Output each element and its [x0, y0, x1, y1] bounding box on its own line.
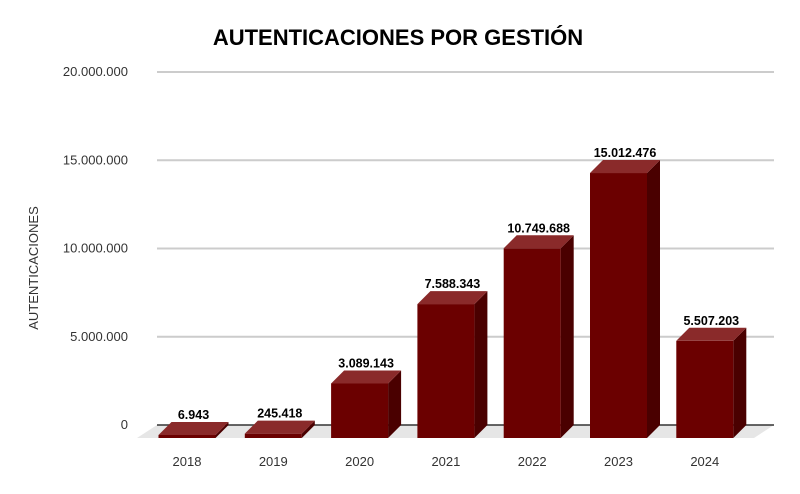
y-tick-label: 0	[121, 417, 128, 432]
bar-top	[331, 370, 402, 384]
x-tick-label: 2024	[690, 454, 719, 469]
bar-top	[244, 420, 315, 434]
bar	[590, 160, 660, 439]
bar-side	[388, 370, 402, 438]
bar-side	[560, 235, 574, 438]
x-tick-label: 2018	[173, 454, 202, 469]
bar-side	[647, 160, 660, 439]
bars	[158, 160, 747, 439]
data-labels: 6.943 245.418 3.089.143 7.588.343 10.749.688…	[178, 146, 739, 422]
y-tick-label: 15.000.000	[63, 152, 128, 167]
data-label: 7.588.343	[425, 277, 481, 291]
data-label: 3.089.143	[338, 356, 394, 370]
x-tick-label: 2019	[259, 454, 288, 469]
x-axis-ticks: 2018 2019 2020 2021 2022 2023 2024	[173, 454, 720, 469]
bar-top	[417, 291, 488, 305]
bar-top	[503, 235, 574, 249]
bar-side	[215, 422, 229, 438]
bar-front	[244, 433, 302, 438]
bar	[417, 291, 488, 438]
chart-title: AUTENTICACIONES POR GESTIÓN	[213, 25, 583, 50]
bar	[158, 422, 229, 438]
bar-top	[590, 160, 660, 174]
bar-side	[301, 420, 315, 438]
x-tick-label: 2020	[345, 454, 374, 469]
bar-front	[331, 383, 389, 438]
x-tick-label: 2022	[518, 454, 547, 469]
bar	[676, 327, 747, 438]
y-tick-label: 10.000.000	[63, 241, 128, 256]
bar	[331, 370, 402, 438]
x-tick-label: 2023	[604, 454, 633, 469]
data-label: 10.749.688	[507, 221, 570, 235]
bar-top	[158, 422, 229, 435]
bar-front	[676, 340, 734, 438]
bar-top	[676, 327, 747, 341]
bar-front	[503, 248, 561, 438]
data-label: 6.943	[178, 408, 209, 422]
bar-side	[474, 291, 488, 438]
bar	[244, 420, 315, 438]
bar-front	[590, 173, 647, 439]
x-tick-label: 2021	[431, 454, 460, 469]
y-axis-ticks: 0 5.000.000 10.000.000 15.000.000 20.000.000	[63, 64, 128, 432]
y-tick-label: 20.000.000	[63, 64, 128, 79]
bar-side	[733, 327, 747, 438]
data-label: 245.418	[257, 407, 302, 421]
data-label: 5.507.203	[683, 314, 739, 328]
bar	[503, 235, 574, 438]
y-axis-label: AUTENTICACIONES	[26, 206, 41, 330]
y-tick-label: 5.000.000	[70, 329, 128, 344]
bar-front	[158, 435, 216, 438]
bar-front	[417, 304, 475, 438]
data-label: 15.012.476	[594, 146, 657, 160]
